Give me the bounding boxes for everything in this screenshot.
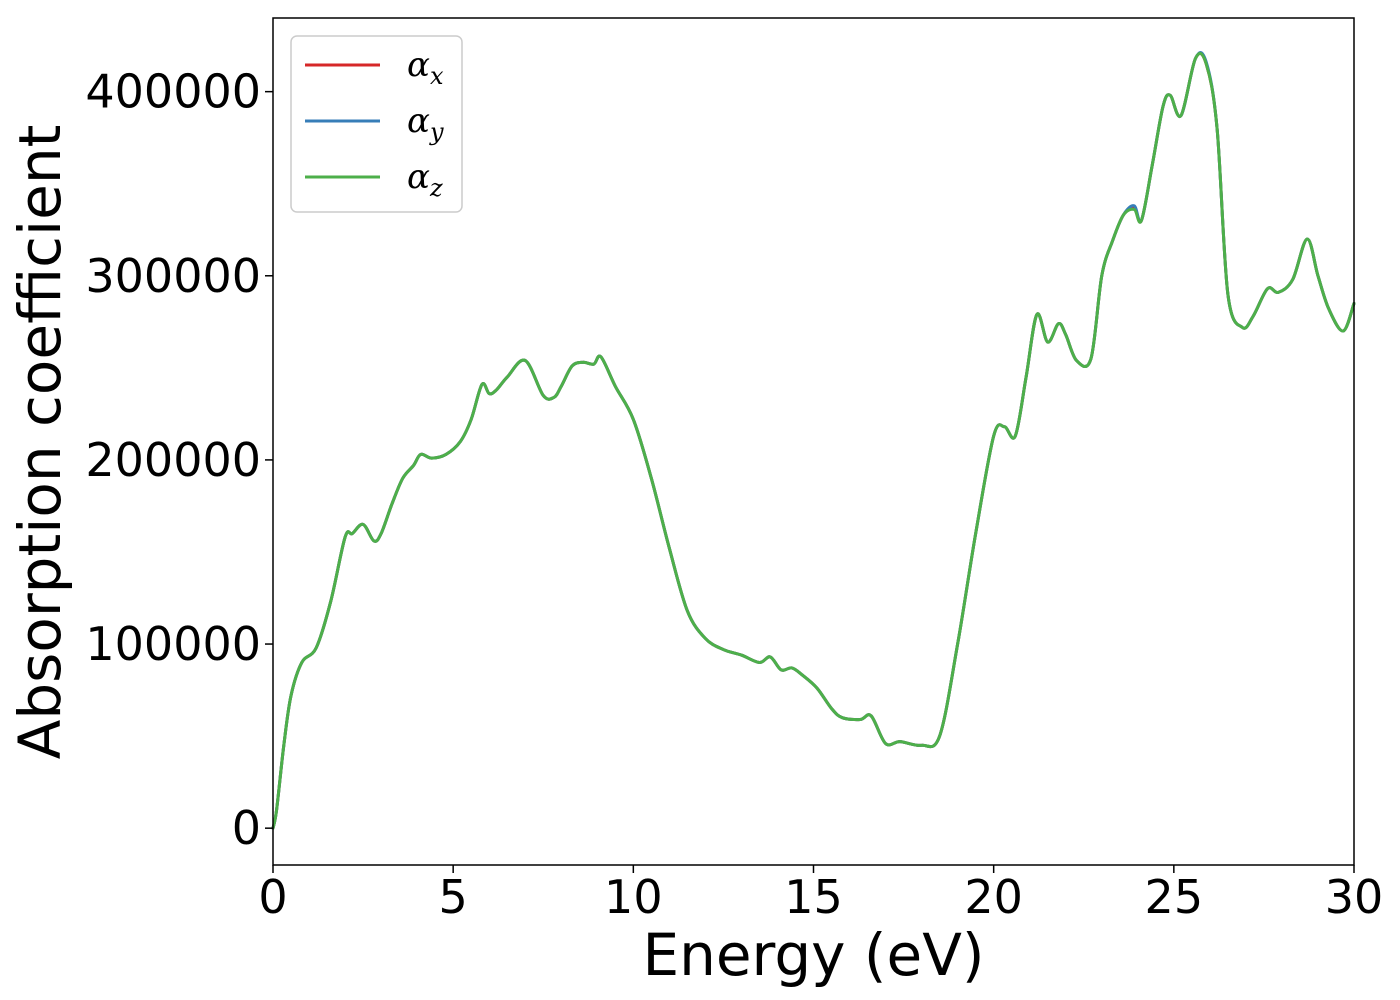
legend-label-z: αz — [407, 157, 443, 202]
x-tick-label: 20 — [964, 870, 1023, 924]
x-axis-label: Energy (eV) — [642, 921, 984, 989]
y-tick-label: 400000 — [85, 65, 261, 119]
x-tick-label: 30 — [1325, 870, 1384, 924]
y-axis-label: Absorption coefficient — [6, 125, 74, 760]
y-tick-label: 0 — [232, 801, 261, 855]
y-tick-label: 100000 — [85, 617, 261, 671]
y-tick-label: 300000 — [85, 249, 261, 303]
series-line-z — [271, 51, 1356, 830]
x-tick-label: 25 — [1145, 870, 1204, 924]
series-layer — [271, 51, 1356, 830]
x-axis-ticks: 0 5 10 15 20 25 30 — [258, 865, 1383, 924]
legend-label-y: αy — [407, 101, 444, 146]
x-tick-label: 10 — [604, 870, 663, 924]
y-axis-ticks: 0 100000 200000 300000 400000 — [85, 65, 273, 855]
legend-box — [290, 35, 463, 213]
y-tick-label: 200000 — [85, 433, 261, 487]
x-tick-label: 5 — [439, 870, 468, 924]
x-tick-label: 0 — [258, 870, 287, 924]
legend-label-x: αx — [407, 45, 444, 90]
legend: αx αy αz — [290, 35, 463, 213]
x-tick-label: 15 — [784, 870, 843, 924]
